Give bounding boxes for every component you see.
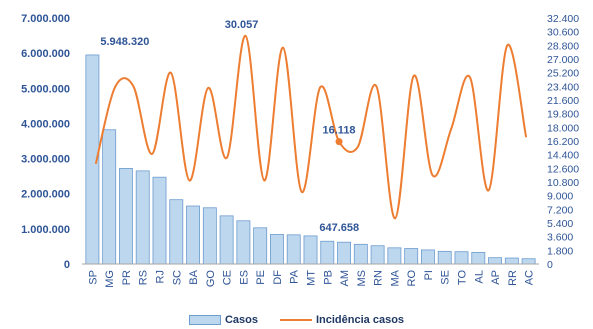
bar-PA: [286, 234, 301, 265]
y-right-tick-label: 18.000: [547, 122, 579, 134]
bar-PI: [421, 249, 435, 265]
legend-label-incidencia: Incidência casos: [315, 314, 405, 326]
y-left-tick-label: 7.000.000: [21, 13, 70, 25]
y-right-tick-label: 16.200: [547, 136, 579, 148]
x-tick-label-MA: MA: [389, 269, 401, 286]
x-tick-label-ES: ES: [238, 270, 250, 285]
bar-MS: [353, 243, 368, 265]
x-tick-label-AL: AL: [473, 270, 485, 283]
y-right-tick-label: 14.400: [547, 150, 579, 162]
x-tick-label-PR: PR: [121, 270, 133, 285]
y-left-tick-label: 6.000.000: [21, 48, 70, 60]
x-tick-label-PE: PE: [255, 270, 267, 285]
x-tick-label-SE: SE: [440, 270, 452, 285]
y-left-tick-label: 1.000.000: [21, 224, 70, 236]
y-right-tick-label: 19.800: [547, 109, 579, 121]
bar-RJ: [152, 176, 167, 265]
x-tick-label-RO: RO: [406, 270, 418, 287]
bar-MA: [387, 247, 402, 265]
x-tick-label-RJ: RJ: [155, 270, 167, 283]
x-tick-label-RS: RS: [138, 270, 150, 285]
y-left-tick-label: 0: [64, 259, 70, 271]
legend-item-casos: Casos: [188, 314, 258, 326]
y-left-tick-label: 5.000.000: [21, 83, 70, 95]
y-right-tick-label: 27.000: [547, 54, 579, 66]
data-label-bar: 647.658: [319, 222, 359, 234]
legend-line-swatch: [279, 319, 312, 321]
y-right-tick-label: 9.000: [547, 191, 573, 203]
bar-AP: [488, 257, 502, 265]
y-right-tick-label: 0: [547, 259, 553, 271]
bar-CE: [219, 215, 234, 265]
y-right-tick-label: 25.200: [547, 68, 579, 80]
bar-SE: [437, 250, 452, 265]
bar-RS: [135, 170, 150, 265]
combo-chart: 0 1.000.000 2.000.000 3.000.000 4.000.000 5.0…: [21, 13, 579, 288]
x-tick-label-MS: MS: [356, 270, 368, 287]
x-tick-label-PI: PI: [423, 270, 435, 280]
y-right-tick-label: 23.400: [547, 81, 579, 93]
y-right-tick-label: 12.600: [547, 163, 579, 175]
x-tick-label-PB: PB: [322, 270, 334, 285]
bar-MT: [303, 235, 318, 265]
y-right-tick-label: 7.200: [547, 204, 573, 216]
y-right-tick-label: 1.800: [547, 245, 573, 257]
y-right-tick-label: 30.600: [547, 27, 579, 39]
bar-GO: [202, 207, 217, 265]
bar-PB: [320, 240, 335, 265]
x-tick-label-MG: MG: [104, 270, 116, 288]
bar-DF: [270, 234, 284, 265]
y-right-tick-label: 21.600: [547, 95, 579, 107]
x-tick-label-CE: CE: [222, 270, 234, 285]
y-right-tick-label: 32.400: [547, 13, 579, 25]
y-left-tick-label: 4.000.000: [21, 118, 70, 130]
bar-AM: [337, 241, 351, 265]
bar-RR: [504, 257, 519, 265]
y-right-tick-label: 28.800: [547, 40, 579, 52]
x-tick-label-BA: BA: [188, 269, 200, 284]
data-label-line: 16.118: [323, 125, 356, 137]
y-right-tick-label: 3.600: [547, 232, 573, 244]
bar-ES: [236, 220, 251, 265]
x-tick-label-GO: GO: [205, 270, 217, 288]
bar-RN: [370, 245, 385, 265]
x-tick-label-AP: AP: [490, 270, 502, 285]
x-tick-label-PA: PA: [289, 269, 301, 284]
chart-legend: Casos Incidência casos: [0, 312, 593, 328]
x-tick-label-AM: AM: [339, 270, 351, 287]
y-left-tick-label: 2.000.000: [21, 189, 70, 201]
x-tick-label-RR: RR: [507, 270, 519, 286]
bar-PR: [119, 168, 133, 265]
legend-label-casos: Casos: [224, 314, 258, 326]
legend-bar-swatch: [188, 315, 221, 325]
bar-AC: [521, 258, 536, 265]
x-tick-label-SC: SC: [171, 270, 183, 285]
data-label-line-peak: 30.057: [225, 19, 259, 31]
x-tick-label-RN: RN: [373, 270, 385, 286]
y-left-tick-label: 3.000.000: [21, 154, 70, 166]
bar-BA: [186, 205, 200, 265]
incidencia-line: [95, 34, 527, 220]
bar-TO: [454, 251, 469, 265]
bar-PE: [253, 227, 268, 265]
x-tick-label-AC: AC: [524, 270, 536, 285]
y-right-tick-label: 5.400: [547, 218, 573, 230]
legend-item-incidencia: Incidência casos: [279, 314, 405, 326]
data-label-bar: 5.948.320: [100, 36, 149, 48]
y-right-tick-label: 10.800: [547, 177, 579, 189]
x-tick-label-TO: TO: [457, 270, 469, 286]
bar-MG: [102, 129, 117, 265]
x-tick-label-SP: SP: [87, 270, 99, 285]
bar-SC: [169, 199, 184, 265]
bar-AL: [471, 252, 486, 265]
highlight-point: [335, 138, 343, 146]
x-tick-label-DF: DF: [272, 270, 284, 285]
bar-RO: [404, 248, 419, 265]
x-tick-label-MT: MT: [306, 270, 318, 286]
